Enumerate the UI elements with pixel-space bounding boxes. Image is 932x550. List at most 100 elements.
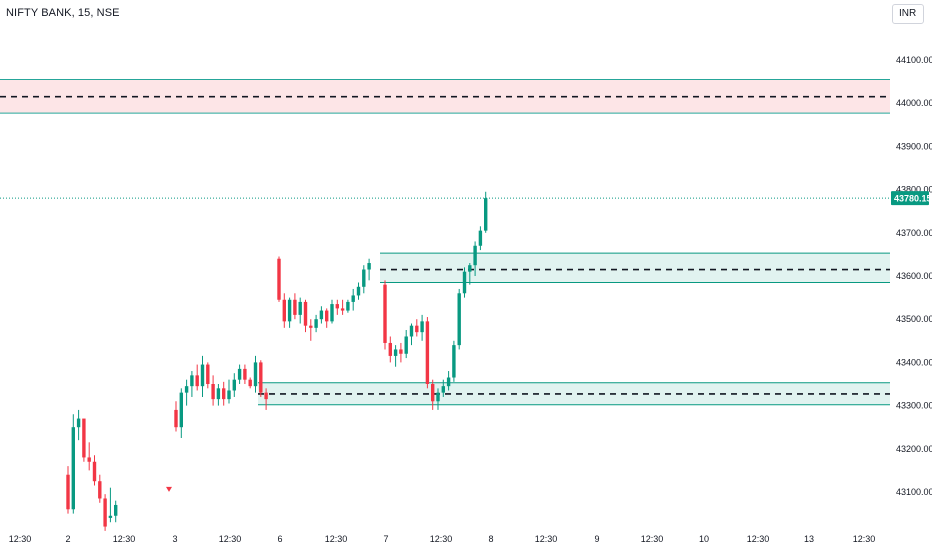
candle-body xyxy=(346,301,350,311)
demand-zone xyxy=(380,253,890,283)
candle xyxy=(248,377,252,389)
candle-body xyxy=(287,299,292,322)
candle xyxy=(103,494,107,531)
price-tick-label: 43700.00 xyxy=(896,228,932,238)
candle-body xyxy=(92,461,97,482)
candle-body xyxy=(446,377,451,387)
candle-body xyxy=(330,304,334,322)
time-tick-label: 12:30 xyxy=(641,534,664,544)
candle-body xyxy=(114,504,118,516)
time-tick-label: 12:30 xyxy=(325,534,348,544)
candle xyxy=(473,241,477,276)
candle-body xyxy=(259,362,263,393)
candle-body xyxy=(362,269,366,287)
time-tick-label: 8 xyxy=(488,534,493,544)
candle-body xyxy=(452,345,456,378)
candle xyxy=(457,288,461,350)
candle xyxy=(452,340,456,382)
candle-body xyxy=(293,299,297,315)
candle xyxy=(179,388,183,438)
price-tick-label: 43200.00 xyxy=(896,444,932,454)
candle xyxy=(287,297,292,328)
candle xyxy=(200,355,205,397)
candle-body xyxy=(190,375,194,387)
candle xyxy=(184,379,189,406)
candle-body xyxy=(200,364,205,387)
sell-signal-marker xyxy=(166,486,172,492)
last-price-badge xyxy=(891,191,929,206)
candle xyxy=(253,355,258,393)
time-tick-label: 12:30 xyxy=(535,534,558,544)
time-tick-label: 3 xyxy=(172,534,177,544)
candle-body xyxy=(206,364,210,384)
candle xyxy=(399,342,403,363)
candle xyxy=(216,384,221,406)
currency-button[interactable]: INR xyxy=(892,4,924,24)
candle-body xyxy=(383,284,387,343)
candle xyxy=(87,442,91,471)
candle-body xyxy=(351,295,355,302)
candle-body xyxy=(415,325,419,333)
signal-marker-layer xyxy=(166,486,172,492)
candle-body xyxy=(399,349,403,354)
candle xyxy=(195,364,199,391)
candle xyxy=(237,364,242,384)
candle xyxy=(409,323,414,346)
candle xyxy=(314,314,318,333)
candle xyxy=(383,280,387,350)
candle-body xyxy=(309,325,313,328)
price-axis[interactable]: 44100.00 44000.00 43900.00 43800.00 43700.00… xyxy=(891,55,932,497)
candle xyxy=(446,371,451,391)
price-tick-label: 43600.00 xyxy=(896,271,932,281)
candle xyxy=(108,487,113,523)
candle-body xyxy=(253,362,258,387)
candle-body xyxy=(335,304,339,309)
candle-body xyxy=(179,392,183,428)
candle xyxy=(114,500,118,523)
candle xyxy=(309,319,313,341)
candle xyxy=(425,317,430,389)
candle xyxy=(232,373,236,397)
candle xyxy=(92,455,97,486)
candle xyxy=(259,360,263,397)
candle-body xyxy=(367,263,371,270)
candle-body xyxy=(103,498,107,527)
candle-body xyxy=(420,321,424,333)
candle-body xyxy=(232,379,236,391)
candle xyxy=(478,226,483,251)
candle-body xyxy=(243,368,247,380)
candle-body xyxy=(314,319,318,328)
candle-body xyxy=(184,386,189,393)
candle-body xyxy=(393,349,398,356)
candle xyxy=(264,388,268,410)
candle-body xyxy=(82,418,86,458)
candle-body xyxy=(298,301,302,315)
time-axis[interactable]: 12:30 2 12:30 3 12:30 6 12:30 7 12:30 8 12:30 9 12:3… xyxy=(9,534,876,544)
price-tick-label: 43300.00 xyxy=(896,401,932,411)
candle-body xyxy=(303,301,308,326)
zones-layer xyxy=(0,78,890,406)
candle xyxy=(66,466,70,514)
candle-body xyxy=(216,388,221,400)
candle xyxy=(174,401,178,432)
candle-body xyxy=(98,481,102,499)
price-tick-label: 44100.00 xyxy=(896,55,932,65)
candle-body xyxy=(404,336,408,354)
candle-body xyxy=(473,245,477,266)
candle-body xyxy=(319,310,324,320)
time-tick-label: 9 xyxy=(594,534,599,544)
candle-body xyxy=(237,368,242,380)
candle-body xyxy=(356,286,361,296)
candle xyxy=(190,371,194,397)
candle-body xyxy=(462,271,467,294)
time-tick-label: 2 xyxy=(65,534,70,544)
candle-body xyxy=(457,293,461,346)
price-tick-label: 44000.00 xyxy=(896,98,932,108)
candle-body xyxy=(436,392,440,402)
candle-body xyxy=(388,342,392,356)
candle-body xyxy=(222,388,226,400)
time-tick-label: 12:30 xyxy=(430,534,453,544)
candles-layer xyxy=(66,191,488,531)
candle xyxy=(330,299,334,324)
